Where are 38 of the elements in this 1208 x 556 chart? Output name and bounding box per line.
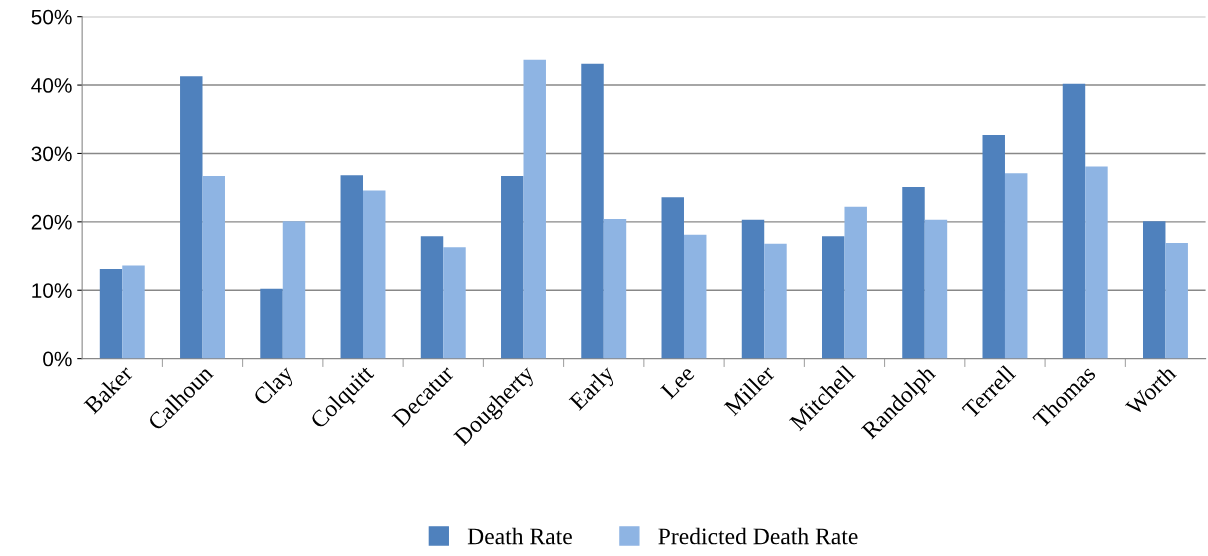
bar — [661, 197, 684, 359]
bar — [1004, 173, 1028, 359]
bar — [1165, 243, 1188, 359]
bar — [581, 63, 604, 359]
bar — [99, 269, 123, 359]
y-tick-label: 10% — [32, 283, 72, 298]
bar — [603, 219, 627, 359]
bar — [282, 221, 306, 359]
bar — [260, 288, 283, 359]
y-tick-label: 20% — [31, 214, 72, 230]
y-tick-label: 50% — [31, 9, 72, 25]
bar — [340, 175, 363, 359]
bar — [844, 206, 867, 359]
bar — [202, 176, 225, 359]
bar — [764, 243, 787, 359]
y-tick-label: 30% — [31, 146, 72, 162]
bar — [683, 234, 707, 359]
bar — [523, 59, 546, 359]
legend-label: Predicted Death Rate — [658, 527, 858, 545]
bar — [924, 219, 948, 359]
bar — [363, 190, 386, 359]
x-tick-label: Lee — [660, 364, 696, 400]
bar — [1062, 83, 1086, 359]
bar — [501, 176, 524, 359]
y-tick-label: 40% — [31, 78, 72, 93]
bar — [902, 186, 925, 359]
bar — [1142, 221, 1166, 359]
x-tick-label: Clay — [251, 363, 298, 410]
bar — [741, 219, 765, 359]
bar — [420, 236, 444, 359]
y-tick-label: 0% — [43, 351, 72, 367]
bar — [443, 247, 466, 359]
bar — [122, 265, 145, 359]
bar — [982, 134, 1005, 359]
bar — [180, 76, 203, 359]
legend-label: Death Rate — [467, 527, 572, 545]
bar — [1085, 166, 1108, 359]
bar — [822, 236, 845, 359]
